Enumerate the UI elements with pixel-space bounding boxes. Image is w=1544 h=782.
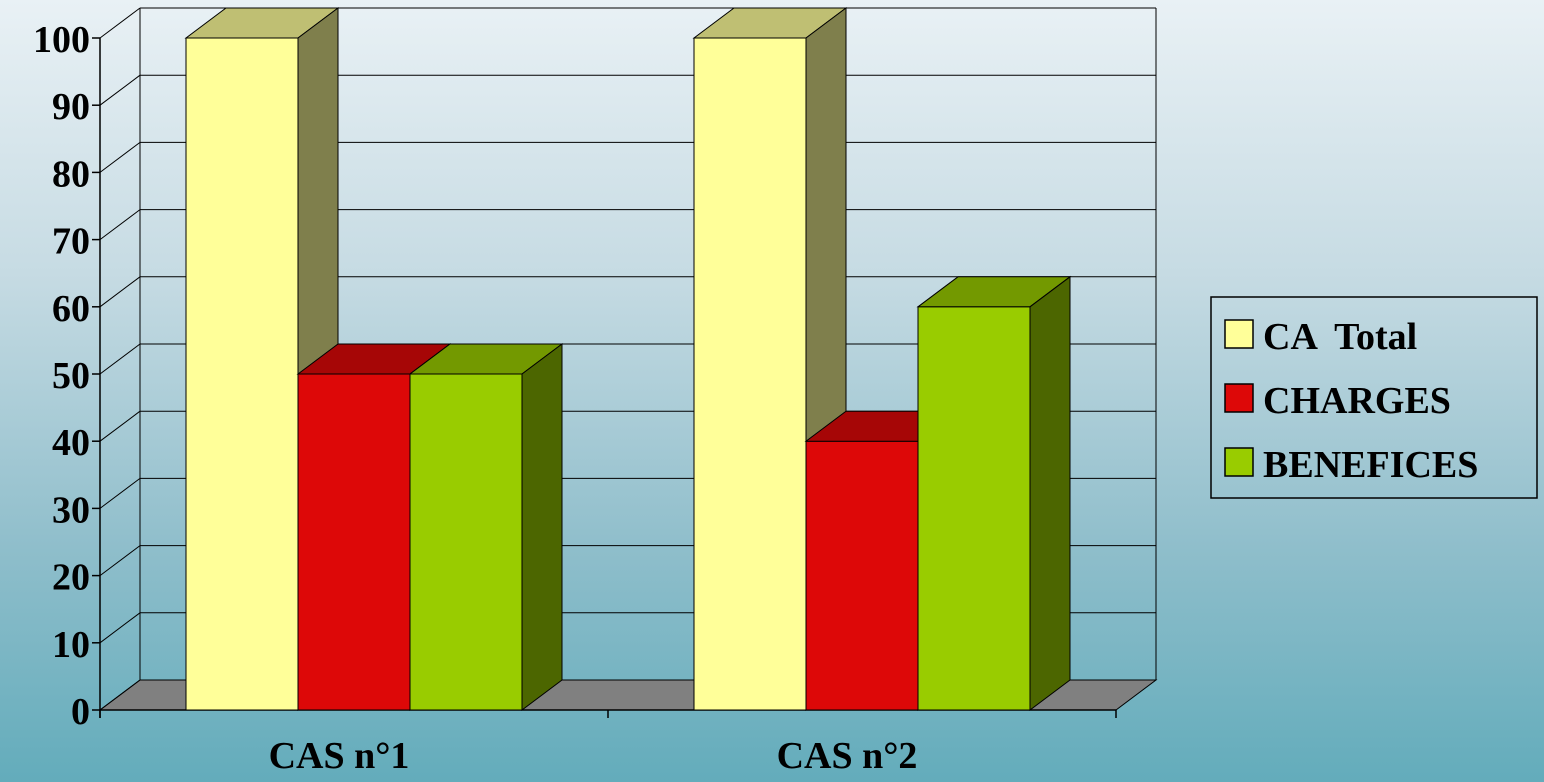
legend-label: BENEFICES — [1263, 444, 1478, 486]
y-tick-label: 50 — [52, 355, 90, 397]
bar — [408, 343, 564, 711]
wall-gridline — [99, 276, 141, 308]
wall-gridline — [99, 679, 141, 711]
legend-swatch — [1224, 383, 1254, 413]
wall-gridline — [99, 74, 141, 106]
y-tick-label: 90 — [52, 86, 90, 128]
legend-swatch — [1224, 319, 1254, 349]
bar-front — [917, 306, 1031, 711]
x-category-label: CAS n°1 — [269, 735, 410, 777]
wall-gridline — [99, 209, 141, 241]
y-axis-tick-labels: 0 10 20 30 40 50 60 70 80 90 100 — [33, 19, 90, 733]
bars — [184, 7, 1072, 711]
legend-swatch — [1224, 447, 1254, 477]
wall-gridline — [99, 7, 141, 39]
legend: CA Total CHARGES BENEFICES — [1210, 296, 1538, 499]
wall-gridline — [99, 343, 141, 375]
y-tick-label: 100 — [33, 19, 90, 61]
wall-gridline — [99, 612, 141, 644]
y-tick-label: 60 — [52, 288, 90, 330]
legend-box — [1210, 296, 1538, 499]
y-tick-label: 30 — [52, 489, 90, 531]
y-tick-label: 20 — [52, 557, 90, 599]
wall-gridline — [99, 141, 141, 173]
bar-front — [805, 440, 919, 711]
wall-gridline — [99, 545, 141, 576]
bar-side — [521, 343, 563, 711]
bar-front — [185, 37, 299, 711]
bar-front — [409, 373, 523, 711]
x-category-label: CAS n°2 — [777, 735, 918, 777]
bar — [184, 7, 340, 711]
bar-side — [1029, 275, 1071, 711]
y-tick-label: 70 — [52, 221, 90, 263]
wall-gridline — [99, 410, 141, 442]
y-tick-label: 10 — [52, 624, 90, 666]
bar-front — [297, 373, 411, 711]
y-tick-label: 0 — [71, 691, 90, 733]
legend-label: CA Total — [1263, 316, 1417, 358]
wall-gridline — [99, 477, 141, 509]
bar — [916, 275, 1072, 711]
y-tick-label: 40 — [52, 422, 90, 464]
legend-label: CHARGES — [1263, 380, 1451, 422]
y-tick-label: 80 — [52, 153, 90, 195]
bar-front — [693, 37, 807, 711]
x-axis-category-labels: CAS n°1 CAS n°2 — [269, 735, 918, 777]
